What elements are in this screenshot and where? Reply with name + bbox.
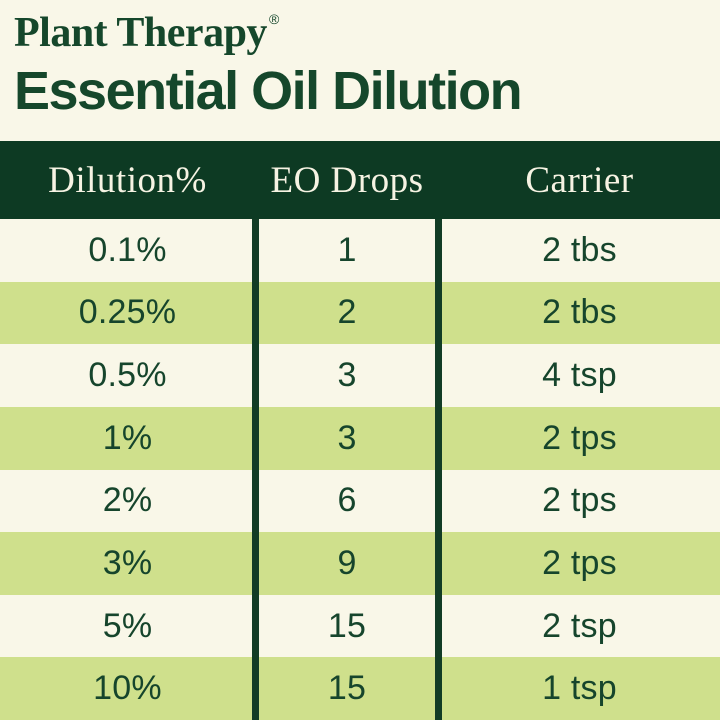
table-body: 0.1% 1 2 tbs 0.25% 2 2 tbs 0.5% 3 4 tsp …	[0, 219, 720, 720]
dilution-table: Dilution% EO Drops Carrier 0.1% 1 2 tbs …	[0, 141, 720, 720]
cell-drops: 15	[327, 669, 367, 708]
registered-trademark-icon: ®	[268, 11, 279, 27]
cell-dilution: 0.25%	[78, 293, 177, 332]
column-divider	[435, 219, 442, 720]
cell-carrier: 2 tbs	[542, 230, 617, 269]
cell-dilution: 5%	[102, 606, 153, 645]
title-block: Plant Therapy ® Essential Oil Dilution	[0, 0, 720, 141]
table-row: 0.5% 3 4 tsp	[0, 344, 720, 407]
cell-carrier: 2 tps	[542, 418, 617, 457]
cell-drops: 15	[327, 606, 367, 645]
cell-carrier: 2 tps	[542, 543, 617, 582]
cell-drops: 3	[337, 418, 357, 457]
brand-name: Plant Therapy	[14, 10, 267, 56]
column-header-carrier: Carrier	[525, 159, 634, 201]
cell-drops: 3	[337, 356, 357, 395]
table-row: 2% 6 2 tps	[0, 469, 720, 533]
table-row: 5% 15 2 tsp	[0, 594, 720, 658]
cell-drops: 1	[337, 230, 357, 269]
table-row: 0.1% 1 2 tbs	[0, 219, 720, 282]
table-row: 3% 9 2 tps	[0, 532, 720, 595]
cell-carrier: 2 tps	[542, 481, 617, 520]
cell-dilution: 3%	[102, 543, 153, 582]
cell-drops: 2	[337, 293, 357, 332]
table-row: 10% 15 1 tsp	[0, 657, 720, 720]
page-title: Essential Oil Dilution	[14, 61, 523, 122]
column-header-eo-drops: EO Drops	[270, 159, 424, 201]
table-row: 0.25% 2 2 tbs	[0, 281, 720, 345]
cell-carrier: 2 tbs	[542, 293, 617, 332]
column-divider	[252, 219, 259, 720]
cell-dilution: 1%	[102, 418, 153, 457]
table-header-row: Dilution% EO Drops Carrier	[0, 141, 720, 219]
cell-dilution: 10%	[93, 669, 162, 708]
table-row: 1% 3 2 tps	[0, 406, 720, 470]
cell-carrier: 2 tsp	[542, 606, 617, 645]
brand-logo: Plant Therapy ®	[14, 10, 720, 56]
cell-carrier: 1 tsp	[542, 669, 617, 708]
column-header-dilution: Dilution%	[48, 159, 207, 201]
cell-dilution: 2%	[102, 481, 153, 520]
cell-dilution: 0.1%	[88, 230, 167, 269]
cell-drops: 9	[337, 543, 357, 582]
cell-dilution: 0.5%	[88, 356, 167, 395]
cell-drops: 6	[337, 481, 357, 520]
cell-carrier: 4 tsp	[542, 356, 617, 395]
